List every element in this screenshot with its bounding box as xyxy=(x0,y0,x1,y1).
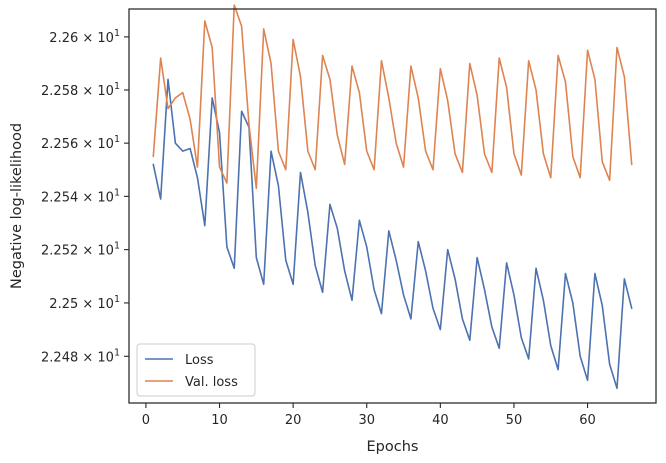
y-axis: 2.248 × 101 2.25 × 101 2.252 × 101 2.254 × … xyxy=(41,28,129,365)
x-tick-label: 10 xyxy=(211,413,228,428)
x-axis: 0 10 20 30 40 50 60 xyxy=(142,403,596,428)
x-axis-label: Epochs xyxy=(367,439,419,455)
y-tick-label: 2.26 × 101 xyxy=(49,28,120,46)
series-line-1 xyxy=(152,78,633,390)
x-tick-label: 0 xyxy=(142,413,150,428)
x-tick-label: 30 xyxy=(358,413,375,428)
y-tick-label: 2.248 × 101 xyxy=(41,347,120,365)
x-tick-label: 50 xyxy=(506,413,523,428)
y-tick-label: 2.252 × 101 xyxy=(41,241,120,259)
y-tick-label: 2.258 × 101 xyxy=(41,81,120,99)
x-tick-label: 40 xyxy=(432,413,449,428)
x-tick-label: 20 xyxy=(285,413,302,428)
legend: Loss Val. loss xyxy=(136,343,256,397)
plot-frame xyxy=(128,8,657,404)
series-line-2 xyxy=(152,4,633,190)
legend-box xyxy=(136,343,256,397)
y-tick-label: 2.256 × 101 xyxy=(41,134,120,152)
y-tick-label: 2.254 × 101 xyxy=(41,187,120,205)
series-layer xyxy=(152,4,633,390)
plot-area xyxy=(129,9,656,403)
legend-label: Loss xyxy=(185,353,214,368)
x-tick-label: 60 xyxy=(579,413,596,428)
y-axis-label: Negative log-likelihood xyxy=(9,123,25,289)
legend-label: Val. loss xyxy=(185,375,238,390)
y-tick-label: 2.25 × 101 xyxy=(49,294,120,312)
